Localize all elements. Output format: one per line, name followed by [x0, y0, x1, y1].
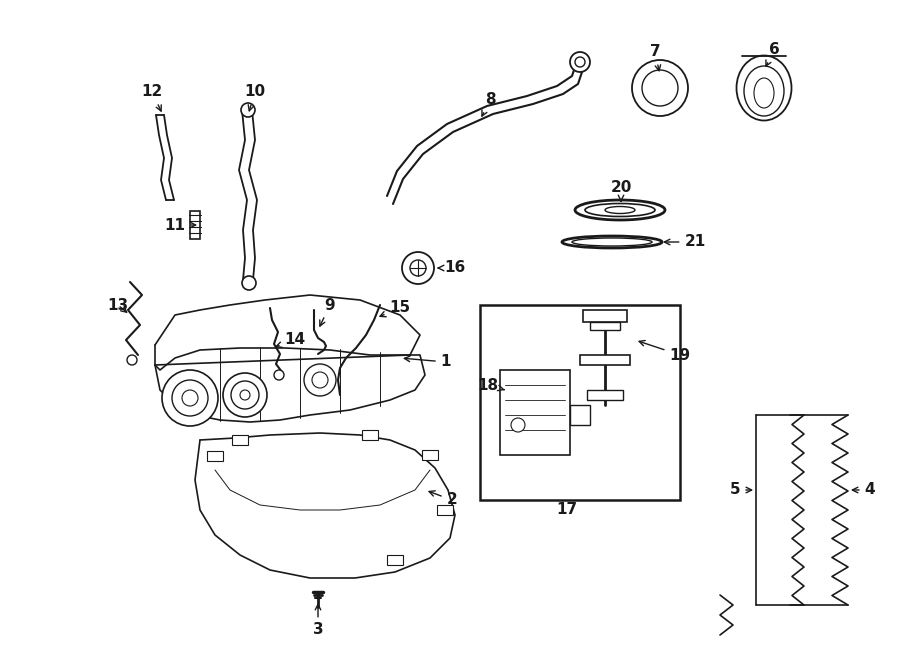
- Bar: [362, 430, 378, 440]
- Bar: [437, 505, 453, 515]
- Text: 13: 13: [107, 297, 129, 313]
- Circle shape: [231, 381, 259, 409]
- Circle shape: [172, 380, 208, 416]
- Text: 14: 14: [276, 332, 306, 348]
- Bar: [207, 451, 223, 461]
- Ellipse shape: [562, 236, 662, 248]
- Circle shape: [632, 60, 688, 116]
- Text: 8: 8: [482, 93, 495, 116]
- Circle shape: [274, 370, 284, 380]
- Bar: [422, 450, 438, 460]
- Text: 20: 20: [610, 180, 632, 202]
- Circle shape: [511, 418, 525, 432]
- Ellipse shape: [605, 206, 635, 214]
- Circle shape: [242, 276, 256, 290]
- Text: 1: 1: [404, 354, 451, 369]
- Circle shape: [240, 390, 250, 400]
- Ellipse shape: [736, 56, 791, 120]
- Text: 9: 9: [320, 297, 336, 326]
- Bar: [387, 555, 403, 565]
- Bar: [580, 355, 630, 365]
- Bar: [570, 405, 590, 425]
- Ellipse shape: [575, 200, 665, 220]
- Circle shape: [182, 390, 198, 406]
- Circle shape: [410, 260, 426, 276]
- Text: 10: 10: [245, 85, 266, 111]
- Text: 4: 4: [852, 483, 876, 498]
- Text: 6: 6: [766, 42, 779, 66]
- Circle shape: [642, 70, 678, 106]
- Text: 18: 18: [477, 377, 504, 393]
- Circle shape: [241, 103, 255, 117]
- Ellipse shape: [744, 66, 784, 116]
- Text: 2: 2: [429, 491, 457, 508]
- Ellipse shape: [585, 204, 655, 217]
- Text: 11: 11: [165, 217, 195, 233]
- Bar: [232, 435, 248, 445]
- Bar: [480, 305, 680, 500]
- Circle shape: [312, 372, 328, 388]
- Text: 7: 7: [650, 44, 661, 71]
- Circle shape: [304, 364, 336, 396]
- Text: 5: 5: [730, 483, 752, 498]
- Bar: [587, 390, 623, 400]
- Bar: [500, 370, 570, 455]
- Circle shape: [162, 370, 218, 426]
- Bar: [190, 211, 200, 239]
- Circle shape: [402, 252, 434, 284]
- Text: 17: 17: [556, 502, 578, 518]
- Bar: [590, 322, 620, 330]
- Text: 16: 16: [438, 260, 465, 276]
- Text: 21: 21: [664, 235, 706, 249]
- Ellipse shape: [572, 238, 652, 246]
- Circle shape: [223, 373, 267, 417]
- Text: 19: 19: [639, 340, 690, 362]
- Ellipse shape: [754, 78, 774, 108]
- Text: 12: 12: [141, 85, 163, 111]
- Text: 3: 3: [312, 604, 323, 637]
- Bar: [583, 310, 627, 322]
- Circle shape: [127, 355, 137, 365]
- Circle shape: [570, 52, 590, 72]
- Text: 15: 15: [380, 301, 410, 317]
- Circle shape: [575, 57, 585, 67]
